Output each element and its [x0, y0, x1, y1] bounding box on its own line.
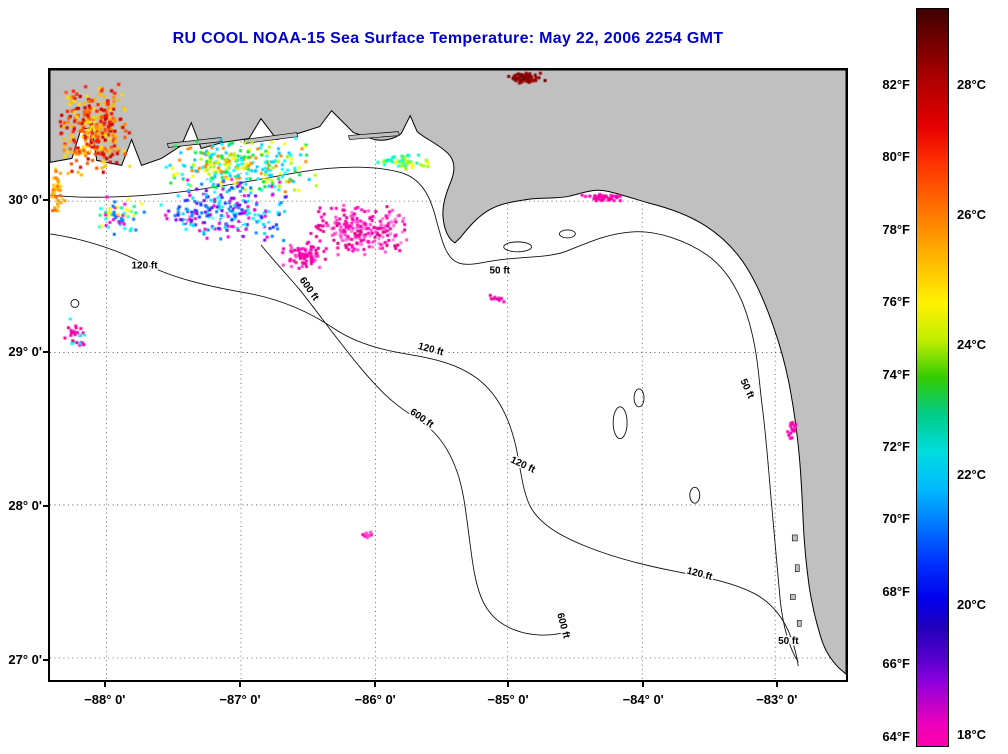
x-axis-tick-mark — [374, 682, 377, 687]
colorbar-label-fahrenheit: 70°F — [882, 511, 910, 527]
x-axis-tick-label: −83° 0' — [756, 692, 798, 707]
map-plot-area: 120 ft600 ft50 ft120 ft600 ft120 ft50 ft… — [48, 68, 848, 682]
colorbar-label-fahrenheit: 76°F — [882, 294, 910, 310]
y-axis-tick-label: 27° 0' — [8, 651, 42, 667]
colorbar-label-celsius: 26°C — [957, 207, 987, 222]
colorbar-label-fahrenheit: 80°F — [882, 149, 910, 165]
colorbar-label-fahrenheit: 82°F — [882, 77, 910, 92]
x-axis-tick-mark — [103, 682, 106, 687]
x-axis-tick-mark — [642, 682, 645, 687]
colorbar-label-fahrenheit: 64°F — [882, 728, 910, 744]
sst-data-layer — [50, 70, 846, 680]
x-axis-tick-mark — [239, 682, 241, 687]
y-axis-tick-mark — [43, 504, 48, 507]
colorbar-label-fahrenheit: 74°F — [882, 366, 910, 382]
x-axis-tick-label: −85° 0' — [487, 692, 529, 707]
colorbar-label-fahrenheit: 72°F — [882, 439, 910, 454]
x-axis-tick-mark — [507, 682, 509, 687]
page-title: RU COOL NOAA-15 Sea Surface Temperature:… — [172, 30, 724, 47]
x-axis-tick-label: −84° 0' — [622, 692, 664, 707]
y-axis-tick-label: 29° 0' — [8, 344, 42, 360]
colorbar-label-fahrenheit: 78°F — [882, 221, 910, 237]
colorbar-label-celsius: 24°C — [957, 337, 987, 352]
y-axis-tick-mark — [43, 658, 48, 661]
colorbar — [916, 8, 949, 747]
colorbar-label-celsius: 28°C — [957, 77, 987, 92]
x-axis-tick-label: −86° 0' — [354, 692, 396, 707]
colorbar-label-fahrenheit: 66°F — [882, 656, 910, 672]
colorbar-label-celsius: 20°C — [957, 597, 987, 612]
y-axis-tick-mark — [43, 351, 48, 354]
colorbar-label-celsius: 22°C — [957, 467, 987, 482]
y-axis-tick-label: 30° 0' — [8, 192, 42, 207]
x-axis-tick-label: −88° 0' — [84, 692, 126, 707]
colorbar-label-fahrenheit: 68°F — [882, 583, 910, 599]
colorbar-label-celsius: 18°C — [957, 727, 987, 742]
y-axis-tick-label: 28° 0' — [8, 497, 42, 513]
x-axis-tick-label: −87° 0' — [219, 692, 261, 707]
y-axis-tick-mark — [43, 199, 48, 201]
x-axis-tick-mark — [775, 682, 778, 687]
